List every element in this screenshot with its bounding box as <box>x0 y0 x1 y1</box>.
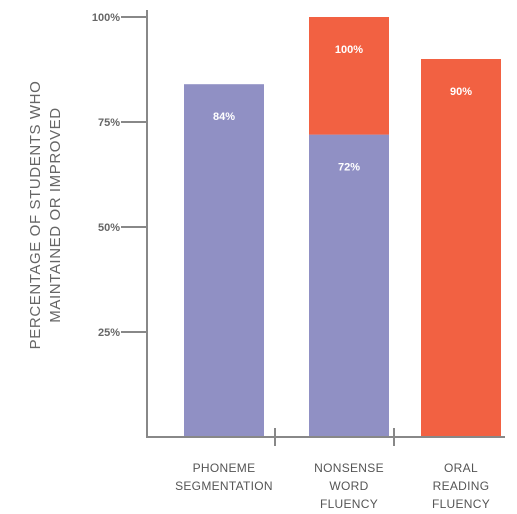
bar-segment <box>309 134 389 437</box>
bar-segment <box>184 84 264 437</box>
bars-group: 84% 72% 100% 90% <box>184 17 501 437</box>
bar-value-label: 72% <box>338 162 360 174</box>
bar-value-label: 90% <box>450 86 472 98</box>
x-category-label: FLUENCY <box>432 497 490 511</box>
x-category-label: READING <box>433 479 490 493</box>
x-category-label: NONSENSE <box>314 461 384 475</box>
y-tick-label: 75% <box>98 117 120 129</box>
y-tick-label: 50% <box>98 222 120 234</box>
y-axis-title-line: PERCENTAGE OF STUDENTS WHO <box>27 81 44 350</box>
x-category-label: FLUENCY <box>320 497 378 511</box>
x-category-label: WORD <box>329 479 368 493</box>
x-category-label: SEGMENTATION <box>175 479 273 493</box>
y-ticks-group: 25% 50% 75% 100% <box>92 12 147 339</box>
y-tick-label: 100% <box>92 12 120 24</box>
bar-segment <box>309 17 389 135</box>
category-labels-group: PHONEME SEGMENTATION NONSENSE WORD FLUENCY OR… <box>175 461 490 511</box>
y-axis-title-line: MAINTAINED OR IMPROVED <box>47 107 64 322</box>
axes-group <box>146 10 505 446</box>
bar-value-label: 84% <box>213 111 235 123</box>
bar-segment <box>421 59 501 437</box>
bar-value-label: 100% <box>335 44 363 56</box>
y-axis-title: PERCENTAGE OF STUDENTS WHO MAINTAINED OR … <box>27 81 64 350</box>
y-axis-label: PERCENTAGE OF STUDENTS WHO MAINTAINED OR … <box>27 81 64 350</box>
x-category-label: PHONEME <box>193 461 256 475</box>
x-category-label: ORAL <box>444 461 478 475</box>
y-tick-label: 25% <box>98 327 120 339</box>
